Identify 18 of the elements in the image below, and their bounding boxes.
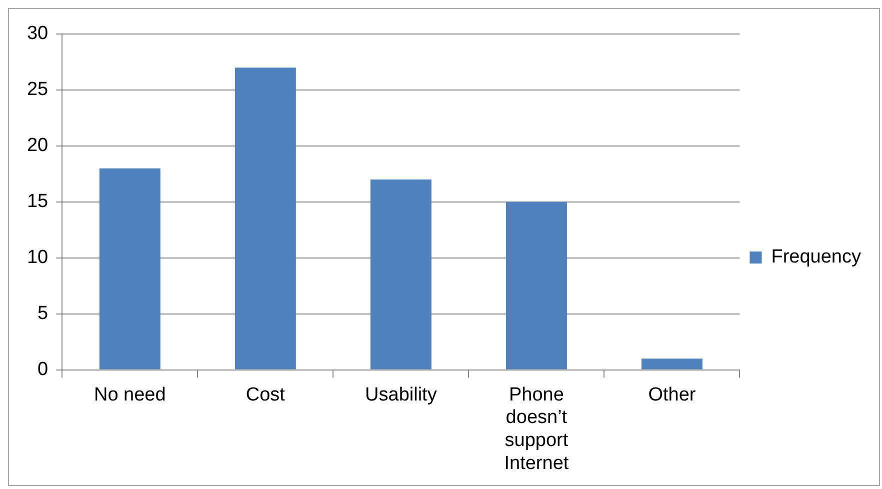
y-tick-label: 20 [26, 135, 48, 156]
bar [506, 202, 567, 370]
y-tick-label: 5 [38, 303, 48, 324]
bar [370, 180, 432, 370]
y-tick-label: 15 [26, 191, 48, 212]
bar [99, 168, 160, 370]
x-tick-label: No need [94, 384, 166, 406]
y-tick-label: 0 [38, 359, 48, 380]
bar [234, 68, 296, 370]
bar [641, 358, 702, 370]
legend-label: Frequency [771, 246, 862, 268]
x-tick-label: Cost [246, 384, 286, 406]
y-tick-label: 10 [26, 247, 48, 268]
x-tick-label: Usability [365, 384, 438, 406]
y-tick-label: 30 [26, 23, 48, 44]
x-tick-label: Phone doesn’t support Internet [504, 384, 570, 474]
x-tick-label: Other [648, 384, 696, 406]
y-tick-label: 25 [26, 79, 48, 100]
